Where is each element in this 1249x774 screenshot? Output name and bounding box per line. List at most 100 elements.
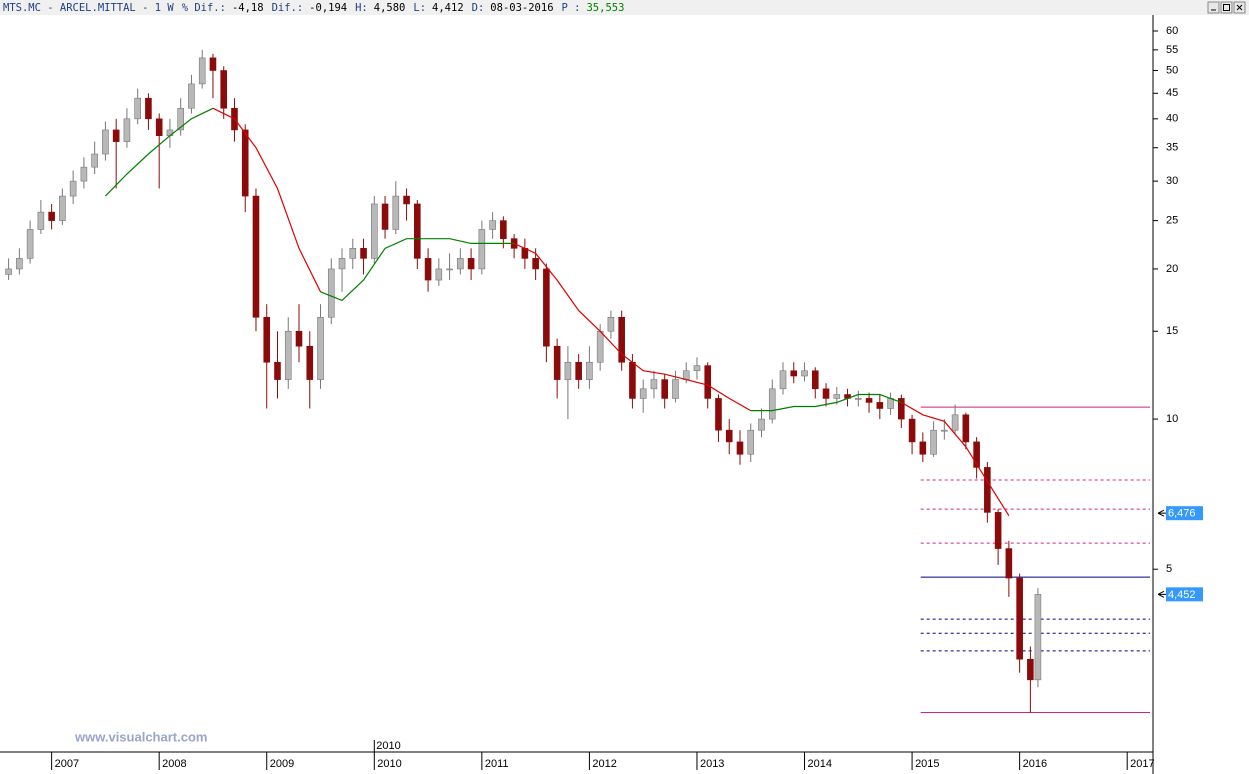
header-text: -0,194: [309, 2, 347, 14]
candle-body: [790, 370, 798, 377]
header-text: % Dif.:: [182, 2, 226, 14]
y-tick-label: 40: [1166, 113, 1178, 125]
candle-body: [274, 361, 281, 380]
candle-body: [209, 57, 217, 71]
x-tick-label: 2011: [485, 758, 509, 770]
price-tag-label: 4,452: [1168, 589, 1196, 601]
candle-body: [370, 203, 378, 259]
x-tick-label: 2012: [592, 758, 616, 770]
moving-average: [212, 107, 1010, 517]
candle-body: [908, 418, 916, 443]
icon: [1236, 4, 1243, 11]
window-buttons[interactable]: [1207, 1, 1246, 14]
candle-body: [69, 180, 77, 197]
candle-body: [446, 268, 453, 271]
watermark: www.visualchart.com: [74, 729, 207, 744]
header-text: 35,553: [586, 2, 624, 14]
header-text: L:: [413, 2, 426, 14]
candle-body: [403, 195, 410, 205]
y-tick-label: 45: [1166, 87, 1178, 99]
y-tick-label: 30: [1166, 175, 1178, 187]
candle-body: [876, 402, 884, 409]
candle-body: [682, 370, 690, 380]
candle-body: [1027, 658, 1034, 681]
maximize[interactable]: [1220, 1, 1233, 14]
header-text: 4,580: [374, 2, 406, 14]
candle-body: [747, 429, 755, 455]
header-bar: [0, 0, 1249, 15]
x-tick-label: 2009: [270, 758, 294, 770]
x-tick-label: 2013: [700, 758, 724, 770]
candle-body: [155, 118, 163, 137]
candle-body: [1034, 594, 1042, 681]
candle-body: [48, 211, 55, 221]
candle-body: [349, 248, 357, 259]
price-tag-label: 6,476: [1168, 508, 1196, 520]
header-text: 08-03-2016: [490, 2, 553, 14]
candle-body: [984, 467, 991, 513]
candle-body: [725, 429, 733, 443]
candle-body: [435, 268, 443, 281]
candle-body: [586, 361, 593, 380]
candle-body: [317, 316, 324, 380]
candle-body: [543, 268, 550, 347]
header-text: MTS.MC - ARCEL.MITTAL - 1 W: [3, 2, 174, 14]
candle-body: [327, 268, 335, 318]
candle-body: [596, 330, 604, 363]
price-tag: [1166, 506, 1203, 521]
candle-body: [59, 195, 66, 221]
candle-body: [704, 365, 712, 399]
moving-average: [104, 107, 902, 412]
candle-body: [414, 203, 421, 259]
y-tick-label: 25: [1166, 215, 1178, 227]
candle-body: [715, 398, 722, 431]
icon: [1223, 4, 1230, 11]
candle-body: [865, 398, 873, 403]
candle-body: [16, 258, 23, 270]
header-text: 4,412: [432, 2, 464, 14]
candle-body: [134, 97, 141, 120]
candle-body: [5, 268, 12, 275]
candle-body: [1005, 548, 1013, 579]
candle-body: [768, 388, 776, 420]
candle-body: [306, 345, 314, 380]
candle-body: [736, 441, 744, 455]
x-tick-label: 2010: [377, 758, 401, 770]
y-tick-label: 35: [1166, 142, 1178, 154]
candle-body: [102, 129, 109, 155]
candle-body: [854, 398, 862, 400]
candle-body: [618, 316, 625, 363]
header: MTS.MC - ARCEL.MITTAL - 1 W % Dif.: -4,18 D…: [3, 2, 624, 14]
candle-body: [941, 429, 948, 432]
x-tick-label: 2008: [162, 758, 186, 770]
candle-body: [37, 211, 45, 230]
candle-body: [1016, 577, 1023, 660]
candle-body: [457, 258, 464, 270]
candle-body: [80, 166, 88, 182]
candle-body: [898, 398, 905, 420]
y-tick-label: 50: [1166, 64, 1178, 76]
candle-body: [994, 512, 1002, 549]
x-tick-label: 2017: [1130, 758, 1154, 770]
candle-body: [661, 379, 668, 399]
candle-body: [489, 220, 496, 230]
candle-body: [91, 153, 98, 168]
candle-body: [532, 258, 539, 270]
candle-body: [693, 365, 701, 372]
candle-body: [650, 379, 658, 390]
minimize[interactable]: [1207, 1, 1220, 14]
candle-body: [973, 441, 980, 468]
candle-body: [811, 370, 819, 390]
candle-body: [284, 330, 292, 380]
candle-body: [188, 83, 195, 109]
candle-body: [758, 418, 765, 431]
candle-body: [338, 258, 346, 270]
candle-body: [478, 229, 486, 270]
price-tag: [1166, 587, 1203, 602]
candle-body: [779, 370, 787, 390]
candle-body: [241, 129, 249, 197]
candle-body: [575, 361, 582, 380]
candle-body: [295, 330, 303, 347]
candle-body: [252, 195, 260, 318]
